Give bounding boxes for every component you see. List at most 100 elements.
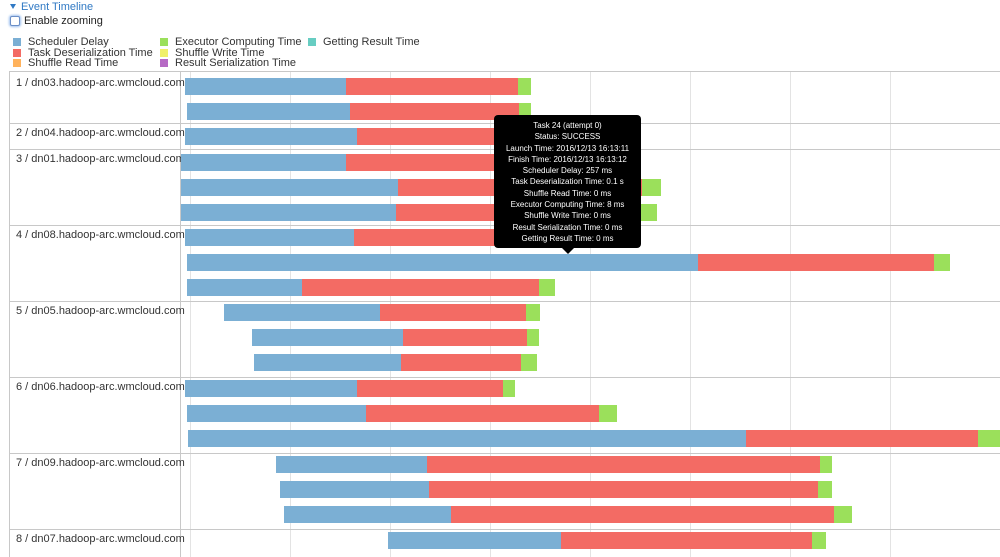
executor-computing-segment [539,279,555,296]
scheduler-delay-segment [280,481,429,498]
executor-label: 5 / dn05.hadoop-arc.wmcloud.com [16,305,185,317]
legend-swatch [13,37,21,46]
executor-computing-segment [834,506,852,523]
legend-item-result-serialization: Result Serialization Time [160,56,297,69]
tooltip-result-serialization: Result Serialization Time: 0 ms [512,222,623,232]
tooltip-scheduler-delay: Scheduler Delay: 257 ms [522,166,613,176]
tooltip-executor-computing: Executor Computing Time: 8 ms [510,200,625,210]
zoom-control[interactable]: Enable zooming [10,14,103,28]
tooltip-pointer-icon [562,248,574,254]
task-bar[interactable] [187,254,950,271]
task-deserialization-segment [698,254,934,271]
task-bar[interactable] [388,532,826,549]
executor-computing-segment [503,380,515,397]
task-bar[interactable] [188,430,1000,447]
legend-label: Task Deserialization Time [28,46,153,59]
executor-computing-segment [527,329,539,346]
legend-item-getting-result: Getting Result Time [308,35,420,48]
collapse-arrow-icon [10,4,16,9]
task-bar[interactable] [187,103,531,120]
scheduler-delay-segment [388,532,561,549]
tooltip-finish-time: Finish Time: 2016/12/13 16:13:12 [508,154,627,164]
task-deserialization-segment [302,279,539,296]
legend-item-scheduler-delay: Scheduler Delay [13,36,109,48]
scheduler-delay-segment [252,329,403,346]
executor-computing-segment [518,78,531,95]
legend-label: Executor Computing Time [175,35,302,48]
scheduler-delay-segment [185,128,357,145]
enable-zooming-checkbox[interactable] [10,16,20,26]
legend-item-task-deserialization: Task Deserialization Time [13,46,153,59]
legend-label: Result Serialization Time [175,56,297,69]
task-bar[interactable] [224,304,540,321]
legend-swatch [160,58,168,67]
task-bar[interactable] [254,354,537,371]
scheduler-delay-segment [181,179,398,196]
task-deserialization-segment [346,78,518,95]
task-deserialization-segment [357,380,503,397]
executor-label-column: 1 / dn03.hadoop-arc.wmcloud.com 2 / dn04… [10,72,185,557]
grid-line [790,72,791,557]
legend-label: Shuffle Read Time [28,56,119,69]
executor-label: 2 / dn04.hadoop-arc.wmcloud.com [16,127,185,139]
scheduler-delay-segment [187,103,350,120]
scheduler-delay-segment [187,405,366,422]
scheduler-delay-segment [185,229,354,246]
task-deserialization-segment [380,304,526,321]
executor-label: 3 / dn01.hadoop-arc.wmcloud.com [16,153,185,165]
legend-item-executor-computing: Executor Computing Time [160,35,302,48]
executor-computing-segment [978,430,1000,447]
task-bar[interactable] [187,279,555,296]
executor-computing-segment [526,304,540,321]
task-deserialization-segment [350,103,519,120]
task-bar[interactable] [185,78,531,95]
task-bar[interactable] [185,128,507,145]
tooltip-shuffle-read: Shuffle Read Time: 0 ms [523,188,612,198]
task-bar[interactable] [276,456,832,473]
task-deserialization-segment [427,456,820,473]
scheduler-delay-segment [224,304,380,321]
task-bar[interactable] [187,405,617,422]
task-deserialization-segment [346,154,506,171]
grid-line [690,72,691,557]
grid-line [890,72,891,557]
executor-computing-segment [642,179,661,196]
group-divider [10,377,1000,378]
tooltip-deserialization: Task Deserialization Time: 0.1 s [511,177,624,187]
scheduler-delay-segment [185,380,357,397]
legend-label: Getting Result Time [323,35,420,48]
task-bar[interactable] [185,229,504,246]
grid-line [590,72,591,557]
scheduler-delay-segment [284,506,451,523]
tooltip-title: Task 24 (attempt 0) [533,121,602,130]
group-divider [10,301,1000,302]
task-bar[interactable] [280,481,832,498]
task-deserialization-segment [451,506,834,523]
legend-swatch [160,37,168,46]
task-deserialization-segment [746,430,978,447]
executor-label: 7 / dn09.hadoop-arc.wmcloud.com [16,457,185,469]
task-bar[interactable] [181,154,506,171]
tooltip-launch-time: Launch Time: 2016/12/13 16:13:11 [505,143,630,153]
legend-label: Shuffle Write Time [175,46,265,59]
executor-label: 6 / dn06.hadoop-arc.wmcloud.com [16,381,185,393]
executor-computing-segment [599,405,617,422]
task-bar[interactable] [284,506,852,523]
tooltip-getting-result: Getting Result Time: 0 ms [521,233,614,243]
task-bar[interactable] [252,329,539,346]
event-timeline-title: Event Timeline [21,0,94,13]
legend-swatch [160,48,168,57]
task-deserialization-segment [403,329,527,346]
executor-computing-segment [641,204,657,221]
legend-item-shuffle-read: Shuffle Read Time [13,56,119,69]
scheduler-delay-segment [187,254,698,271]
task-deserialization-segment [429,481,818,498]
executor-label: 8 / dn07.hadoop-arc.wmcloud.com [16,533,185,545]
executor-label: 4 / dn08.hadoop-arc.wmcloud.com [16,229,185,241]
task-deserialization-segment [561,532,812,549]
tooltip-shuffle-write: Shuffle Write Time: 0 ms [524,211,611,221]
task-bar[interactable] [185,380,515,397]
grid-line [190,72,191,557]
event-timeline-toggle[interactable]: Event Timeline [10,0,93,13]
task-deserialization-segment [357,128,507,145]
